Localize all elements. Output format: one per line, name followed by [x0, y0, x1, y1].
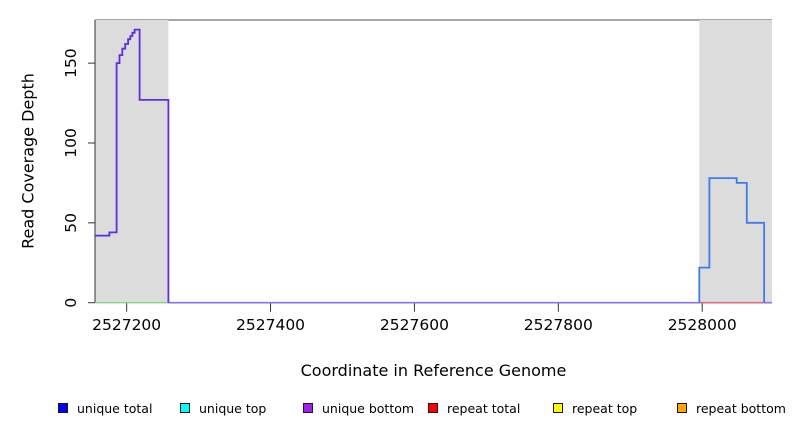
- legend-label: repeat bottom: [696, 400, 786, 416]
- highlight-region-right: [699, 20, 772, 303]
- x-tick-label: 2527200: [92, 316, 161, 334]
- legend-label: unique total: [77, 400, 153, 416]
- legend-swatch-icon: [553, 403, 563, 413]
- x-tick-label: 2528000: [668, 316, 737, 334]
- highlight-region-left: [95, 20, 169, 303]
- y-tick-label: 0: [62, 298, 80, 308]
- legend-label: unique bottom: [322, 400, 415, 416]
- legend-label: repeat top: [572, 400, 638, 416]
- legend: unique total unique top unique bottom repea…: [0, 397, 792, 421]
- legend-label: unique top: [199, 400, 267, 416]
- legend-swatch-icon: [180, 403, 190, 413]
- legend-item-unique-bottom: unique bottom: [303, 397, 414, 419]
- series-unique-coverage-right: [698, 177, 765, 303]
- legend-swatch-icon: [428, 403, 438, 413]
- legend-swatch-icon: [303, 403, 313, 413]
- legend-swatch-icon: [58, 403, 68, 413]
- legend-item-unique-top: unique top: [180, 397, 266, 419]
- x-axis-title: Coordinate in Reference Genome: [300, 361, 567, 380]
- legend-item-unique-total: unique total: [58, 397, 152, 419]
- legend-item-repeat-top: repeat top: [553, 397, 637, 419]
- y-tick-label: 100: [62, 128, 80, 158]
- legend-item-repeat-total: repeat total: [428, 397, 520, 419]
- y-tick-label: 50: [62, 213, 80, 233]
- x-tick-label: 2527600: [380, 316, 449, 334]
- y-tick-label: 150: [62, 48, 80, 78]
- series-unique-coverage-left: [95, 28, 170, 303]
- x-tick-label: 2527400: [236, 316, 305, 334]
- legend-label: repeat total: [447, 400, 521, 416]
- x-tick-label: 2527800: [524, 316, 593, 334]
- legend-item-repeat-bottom: repeat bottom: [677, 397, 786, 419]
- legend-swatch-icon: [677, 403, 687, 413]
- y-axis-title: Read Coverage Depth: [18, 73, 38, 249]
